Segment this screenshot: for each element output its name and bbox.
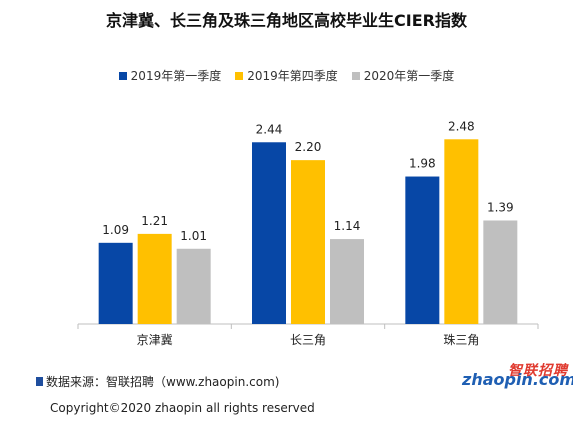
zhaopin-logo: 智联招聘 zhaopin.com [462, 360, 573, 389]
chart-title: 京津冀、长三角及珠三角地区高校毕业生CIER指数 [106, 11, 467, 30]
legend-label-series-3: 2020年第一季度 [363, 69, 455, 83]
bar-1-2 [137, 233, 172, 324]
bar-2-2 [291, 160, 325, 324]
legend-item-series-3: 2020年第一季度 [351, 67, 455, 84]
category-label-2: 长三角 [290, 333, 326, 347]
data-label-2-2: 2.20 [295, 140, 322, 154]
bar-2-3 [330, 239, 364, 324]
legend-label-series-1: 2019年第一季度 [130, 69, 222, 83]
legend-swatch-series-1 [118, 71, 127, 80]
category-label-1: 京津冀 [137, 333, 173, 347]
data-label-1-3: 1.01 [180, 229, 207, 243]
data-label-3-1: 1.98 [409, 157, 436, 171]
bar-1-1 [98, 242, 133, 324]
legend-swatch-series-3 [351, 71, 360, 80]
chart-legend: 2019年第一季度 2019年第四季度 2020年第一季度 [0, 67, 573, 84]
copyright-text: Copyright©2020 zhaopin all rights reserv… [50, 401, 315, 415]
bar-3-1 [405, 176, 440, 324]
legend-label-series-2: 2019年第四季度 [247, 69, 338, 83]
data-label-1-1: 1.09 [102, 223, 129, 237]
data-label-3-2: 2.48 [448, 119, 475, 133]
category-label-3: 珠三角 [443, 333, 479, 347]
data-label-2-1: 2.44 [256, 122, 283, 136]
logo-text-cn: 智联招聘 [508, 363, 568, 379]
source-marker-icon [36, 377, 43, 386]
data-label-2-3: 1.14 [334, 219, 361, 233]
legend-item-series-2: 2019年第四季度 [235, 67, 338, 84]
bar-3-3 [483, 220, 518, 324]
legend-item-series-1: 2019年第一季度 [118, 67, 222, 84]
data-label-3-3: 1.39 [487, 200, 514, 214]
bar-2-1 [252, 142, 286, 324]
data-source-text: 数据来源：智联招聘（www.zhaopin.com) [46, 375, 280, 389]
bar-1-3 [176, 248, 211, 324]
legend-swatch-series-2 [235, 71, 244, 80]
data-label-1-2: 1.21 [141, 214, 168, 228]
data-source: 数据来源：智联招聘（www.zhaopin.com) [36, 373, 279, 390]
bar-3-2 [444, 139, 479, 324]
logo-text-en: zhaopin.com [462, 370, 573, 389]
